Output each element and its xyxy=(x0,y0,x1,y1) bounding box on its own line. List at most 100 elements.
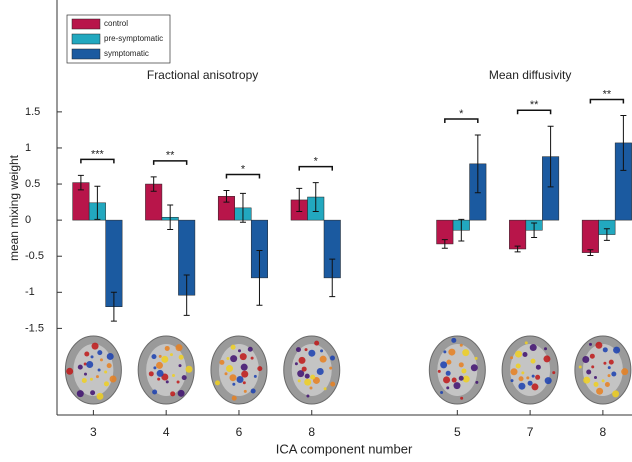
significance-label: *** xyxy=(91,148,105,160)
brain-image xyxy=(110,376,117,383)
brain-image xyxy=(317,368,324,375)
brain-image xyxy=(438,370,441,373)
brain-image xyxy=(320,349,323,352)
brain-image xyxy=(544,347,547,350)
brain-image xyxy=(244,390,247,393)
brain-image xyxy=(535,375,540,380)
brain-image xyxy=(453,382,460,389)
legend-label: pre-symptomatic xyxy=(104,34,163,43)
brain-image xyxy=(91,355,94,358)
brain-image xyxy=(84,363,87,366)
brain-image xyxy=(306,394,309,397)
brain-image xyxy=(100,358,103,361)
legend-label: control xyxy=(104,19,128,28)
brain-image xyxy=(460,344,463,347)
brain-image xyxy=(157,378,160,381)
brain-image xyxy=(176,344,183,351)
brain-image xyxy=(608,374,611,377)
brain-image xyxy=(98,369,101,372)
section-label: Mean diffusivity xyxy=(489,68,571,82)
brain-image xyxy=(511,368,518,375)
brain-image xyxy=(96,375,99,378)
y-tick-label: 0 xyxy=(25,214,31,226)
brain-image xyxy=(77,390,84,397)
brain-image xyxy=(603,362,606,365)
brain-image xyxy=(90,390,95,395)
brain-image xyxy=(225,372,228,375)
brain-image xyxy=(594,382,599,387)
section-label: Fractional anisotropy xyxy=(147,68,258,82)
brain-image xyxy=(104,381,109,386)
brain-image xyxy=(591,365,594,368)
brain-image xyxy=(182,375,187,380)
brain-image xyxy=(590,354,595,359)
brain-image xyxy=(545,377,552,384)
significance-label: ** xyxy=(166,150,175,162)
brain-image xyxy=(299,357,306,364)
brain-image xyxy=(172,374,175,377)
y-tick-label: 1.5 xyxy=(25,106,40,118)
x-tick-label: 8 xyxy=(308,425,315,439)
brain-image xyxy=(104,371,107,374)
brain-image xyxy=(518,383,525,390)
brain-image xyxy=(521,371,524,374)
x-tick-label: 5 xyxy=(454,425,461,439)
legend-swatch xyxy=(72,34,100,44)
y-tick-label: 0.5 xyxy=(25,178,40,190)
brain-image xyxy=(443,350,446,353)
brain-image xyxy=(157,370,164,377)
brain-image xyxy=(151,354,156,359)
brain-image xyxy=(543,355,550,362)
brain-image xyxy=(161,356,168,363)
brain-image xyxy=(82,378,87,383)
brain-image xyxy=(531,383,538,390)
brain-image xyxy=(296,347,301,352)
y-tick-label: -0.5 xyxy=(25,250,44,262)
x-tick-label: 8 xyxy=(600,425,607,439)
brain-image xyxy=(523,352,528,357)
brain-image xyxy=(96,393,103,400)
brain-image xyxy=(229,374,236,381)
brain-image xyxy=(215,380,220,385)
brain-image xyxy=(536,365,541,370)
brain-image xyxy=(230,355,237,362)
y-axis-label: mean mixing weight xyxy=(7,154,21,261)
brain-image xyxy=(238,349,241,352)
brain-image xyxy=(475,381,478,384)
brain-image xyxy=(526,376,529,379)
brain-image xyxy=(305,348,308,351)
chart: mean mixing weight ICA component number … xyxy=(0,0,632,462)
brain-image xyxy=(462,349,469,356)
brain-image xyxy=(532,375,535,378)
brain-image xyxy=(153,366,156,369)
brain-image xyxy=(231,345,236,350)
brain-image xyxy=(90,378,93,381)
brain-image xyxy=(528,381,533,386)
brain-image xyxy=(552,371,555,374)
brain-image xyxy=(232,396,237,401)
brain-image xyxy=(583,377,590,384)
brain-image xyxy=(602,379,605,382)
brain-image xyxy=(97,350,102,355)
x-tick-label: 4 xyxy=(163,425,170,439)
brain-image xyxy=(608,366,611,369)
brain-image xyxy=(586,370,591,375)
brain-image xyxy=(460,397,463,400)
brain-image xyxy=(170,353,173,356)
brain-image xyxy=(305,374,310,379)
brain-image xyxy=(621,368,628,375)
brain-image xyxy=(459,376,464,381)
bar xyxy=(582,220,599,252)
brain-image xyxy=(525,341,528,344)
brain-image xyxy=(146,344,186,396)
brain-image xyxy=(159,355,162,358)
brain-image xyxy=(451,338,456,343)
brain-image xyxy=(519,376,524,381)
brain-image xyxy=(510,356,513,359)
brain-image xyxy=(170,391,175,396)
legend-label: symptomatic xyxy=(104,49,149,58)
brain-image xyxy=(149,371,154,376)
x-axis-label: ICA component number xyxy=(276,441,413,456)
brain-image xyxy=(471,364,478,371)
brain-image xyxy=(243,381,246,384)
